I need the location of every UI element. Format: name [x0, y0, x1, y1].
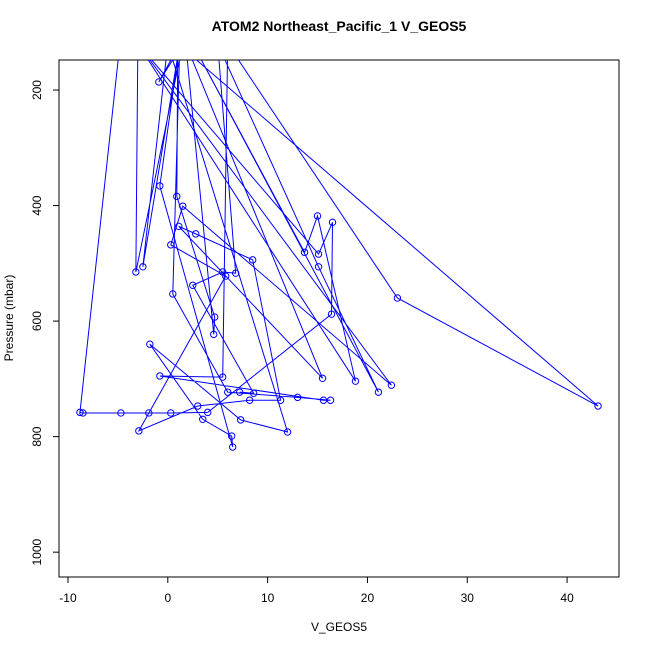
- data-point: [132, 268, 140, 276]
- data-point: [393, 294, 402, 302]
- data-point: [245, 396, 254, 404]
- data-point: [155, 78, 163, 86]
- data-point: [156, 182, 164, 190]
- data-line: [79, 60, 599, 448]
- y-tick-label: 800: [30, 426, 44, 446]
- data-point: [351, 377, 360, 385]
- data-point: [199, 415, 207, 424]
- data-point: [192, 230, 200, 238]
- data-point: [248, 256, 257, 264]
- y-tick-label: 600: [30, 311, 44, 331]
- data-point: [135, 427, 143, 435]
- x-tick-label: -10: [59, 591, 77, 605]
- x-tick-label: 10: [261, 591, 275, 605]
- data-point: [231, 269, 240, 277]
- data-point: [76, 408, 84, 417]
- x-tick-label: 40: [560, 591, 574, 605]
- data-point: [211, 313, 219, 321]
- y-axis-label: Pressure (mbar): [2, 275, 16, 362]
- y-tick-label: 200: [30, 80, 44, 100]
- data-point: [374, 388, 383, 396]
- y-tick-label: 400: [30, 195, 44, 215]
- data-point: [276, 396, 285, 404]
- data-point: [293, 393, 302, 402]
- data-point: [179, 202, 187, 210]
- data-point: [327, 310, 336, 318]
- data-point: [387, 381, 396, 389]
- data-point: [235, 388, 244, 396]
- data-point: [210, 330, 218, 339]
- data-point: [314, 250, 323, 258]
- data-point: [326, 396, 335, 404]
- data-point: [146, 340, 154, 348]
- data-point: [223, 388, 232, 396]
- data-point: [169, 290, 177, 298]
- data-point: [117, 409, 125, 417]
- data-point: [300, 248, 309, 257]
- data-point: [194, 402, 202, 410]
- data-point: [167, 241, 175, 249]
- data-point: [139, 263, 147, 271]
- data-point: [204, 408, 212, 417]
- data-point: [189, 281, 197, 289]
- data-point: [145, 409, 153, 417]
- chart-title: ATOM2 Northeast_Pacific_1 V_GEOS5: [212, 18, 467, 34]
- data-point: [249, 389, 258, 398]
- x-tick-label: 20: [361, 591, 375, 605]
- data-point: [175, 222, 183, 231]
- x-axis-label: V_GEOS5: [311, 620, 367, 634]
- data-point: [173, 192, 181, 201]
- x-tick-label: 0: [164, 591, 171, 605]
- data-point: [314, 263, 323, 271]
- data-point: [594, 402, 602, 410]
- data-point: [236, 416, 245, 424]
- data-point: [227, 432, 236, 440]
- data-point: [228, 443, 237, 451]
- x-tick-label: 30: [461, 591, 475, 605]
- data-point: [219, 268, 227, 276]
- data-point: [319, 396, 328, 404]
- y-tick-label: 1000: [30, 538, 44, 565]
- data-point: [167, 409, 175, 417]
- data-point: [283, 428, 292, 436]
- data-point: [79, 409, 87, 417]
- plot-frame: [58, 59, 620, 578]
- data-point: [328, 218, 337, 227]
- data-point: [318, 374, 327, 382]
- data-point: [313, 212, 322, 220]
- data-point: [219, 373, 227, 381]
- plot-area: [76, 60, 602, 451]
- data-point: [156, 372, 164, 380]
